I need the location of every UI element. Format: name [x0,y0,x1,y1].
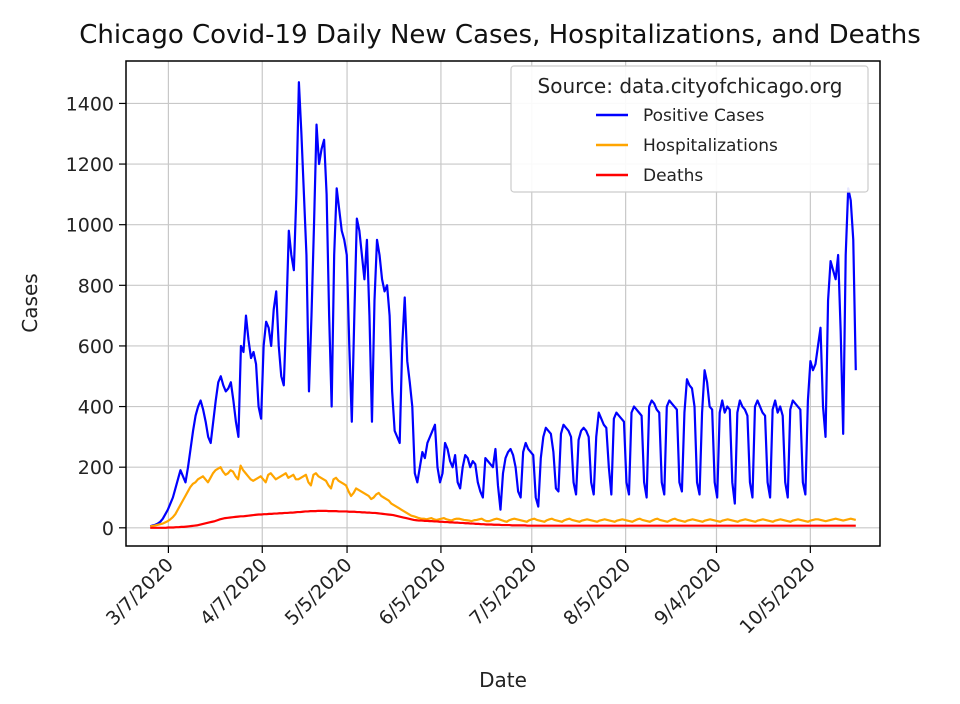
y-tick-label: 1200 [66,154,114,176]
y-tick-label: 1000 [66,215,114,237]
legend-title: Source: data.cityofchicago.org [538,74,843,98]
legend-entry-label: Hospitalizations [643,136,778,156]
x-tick-label: 9/4/2020 [650,554,726,630]
x-tick-label: 7/5/2020 [465,554,541,630]
series-line-positive-cases [149,81,857,528]
series-line-hospitalizations [150,464,857,528]
x-axis-label: Date [479,668,527,692]
plot-area-frame [125,60,881,547]
legend-entry-label: Deaths [643,166,703,186]
x-tick-label: 5/5/2020 [281,554,357,630]
legend-entry-label: Positive Cases [643,106,765,126]
series-line-deaths [150,509,856,529]
series-layer [149,81,857,529]
x-tick-label: 10/5/2020 [735,554,819,638]
y-tick-label: 600 [78,336,114,358]
legend: Source: data.cityofchicago.org Positive … [510,65,869,193]
y-axis-label: Cases [18,273,42,332]
x-tick-label: 4/7/2020 [196,554,272,630]
y-tick-label: 400 [78,397,114,419]
y-tick-label: 0 [102,518,114,540]
x-tick-label: 3/7/2020 [102,554,178,630]
x-tick-label: 6/5/2020 [375,554,451,630]
y-tick-label: 1400 [66,93,114,115]
chart-title: Chicago Covid-19 Daily New Cases, Hospit… [79,20,921,50]
x-tick-label: 8/5/2020 [559,554,635,630]
y-tick-label: 200 [78,457,114,479]
legend-box [510,65,869,193]
y-tick-label: 800 [78,275,114,297]
